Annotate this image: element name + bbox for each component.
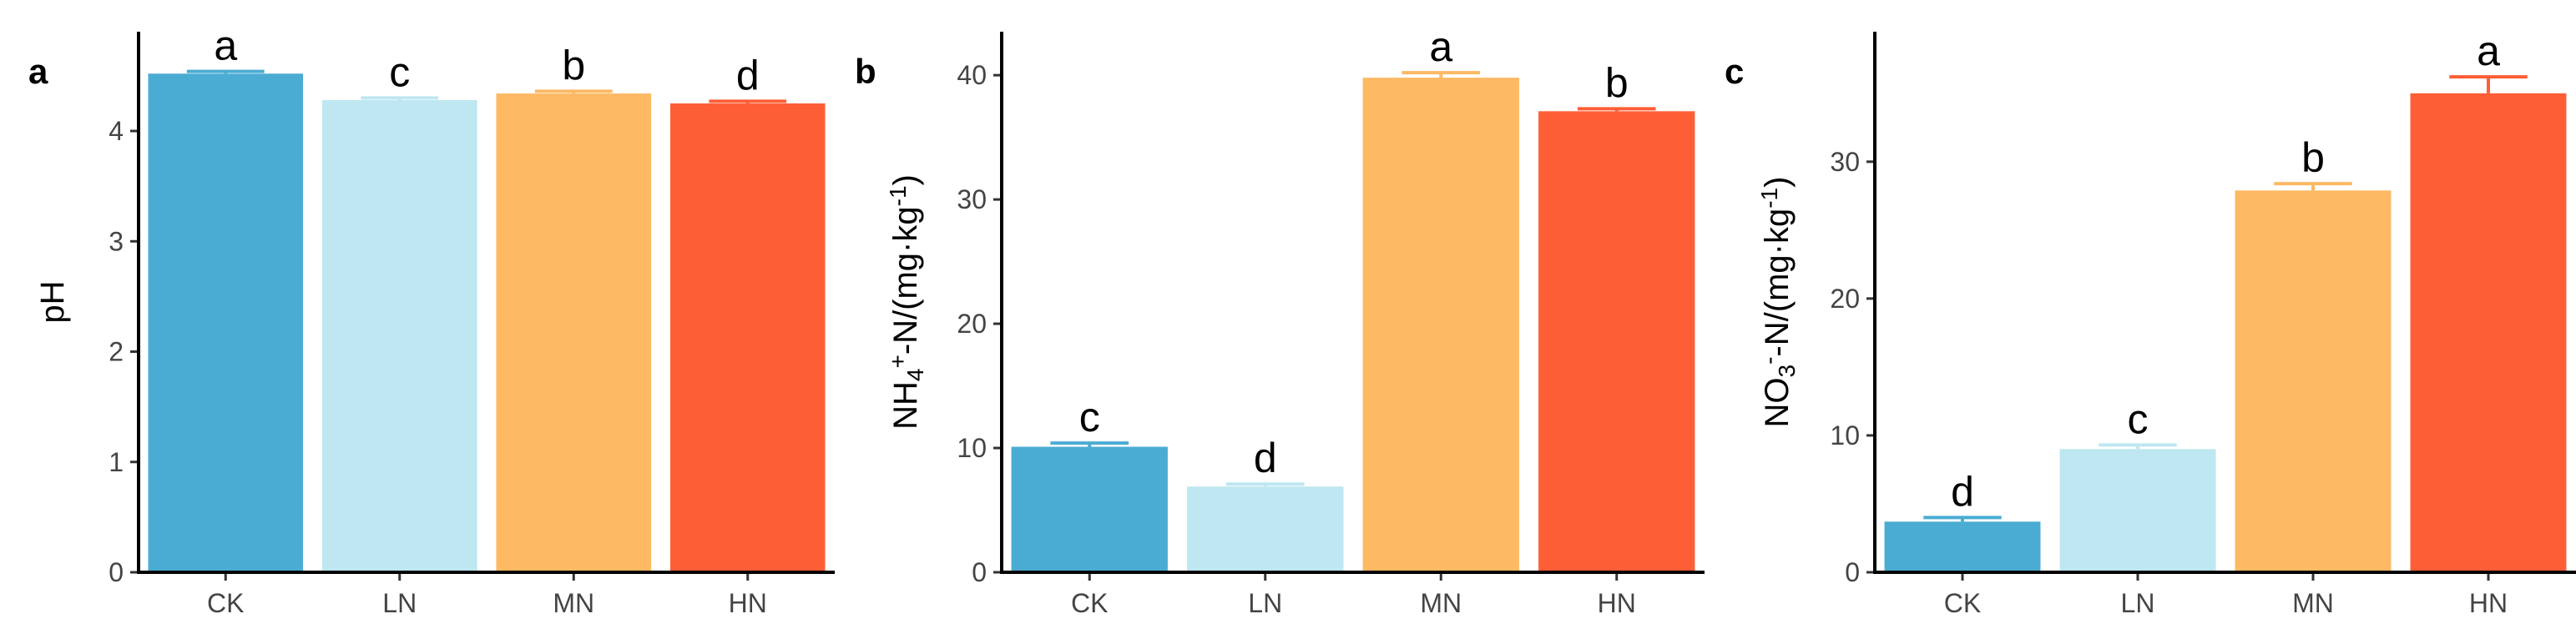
y-tick-label: 1	[109, 447, 124, 477]
x-tick-label-hn: HN	[729, 588, 767, 618]
y-axis-title: pH	[34, 280, 71, 323]
x-tick-label-mn: MN	[1420, 588, 1462, 618]
y-tick-label: 0	[972, 557, 987, 587]
x-tick-label-ln: LN	[2121, 588, 2155, 618]
x-tick-label-ln: LN	[1248, 588, 1282, 618]
chart-panel-b: c CK d LN a MN b HN 0 10 20 30 40 NH4+-N/(mg·kg-1) b	[855, 23, 1705, 618]
error-bar-hn	[709, 99, 787, 103]
error-bar-mn	[534, 89, 613, 94]
error-bar-ln	[361, 96, 439, 100]
error-bar-ck	[1923, 516, 2002, 522]
significance-label-hn: b	[1605, 59, 1629, 106]
bar-hn	[1538, 111, 1695, 572]
y-tick-label: 30	[1830, 147, 1860, 177]
x-tick-label-mn: MN	[2292, 588, 2334, 618]
chart-panel-a: a CK c LN b MN d HN 0 1 2 3 4 pH a	[28, 23, 835, 618]
significance-label-ck: c	[1079, 394, 1100, 440]
bar-hn	[2410, 93, 2567, 573]
y-axis-title: NH4+-N/(mg·kg-1)	[885, 174, 928, 430]
significance-label-hn: d	[736, 52, 760, 98]
significance-label-ln: c	[2128, 395, 2149, 442]
bar-ln	[321, 99, 477, 573]
y-tick-label: 10	[957, 433, 987, 463]
x-tick-label-ck: CK	[1071, 588, 1108, 618]
error-bar-ln	[1225, 482, 1305, 487]
chart-panel-c: d CK c LN b MN a HN 0 10 20 30 NO3--N/(mg·kg-1) c	[1725, 28, 2576, 618]
x-tick-label-ck: CK	[207, 588, 244, 618]
y-tick-label: 4	[109, 116, 124, 146]
y-tick-label: 2	[109, 337, 124, 367]
bar-mn	[2235, 190, 2392, 572]
bar-ck	[1011, 446, 1168, 572]
bar-ck	[1884, 521, 2041, 572]
error-bar-hn	[1577, 107, 1656, 112]
significance-label-mn: a	[1429, 23, 1452, 70]
y-axis-title: NO3--N/(mg·kg-1)	[1756, 177, 1800, 428]
significance-label-hn: a	[2477, 28, 2500, 74]
bar-hn	[669, 103, 826, 573]
significance-label-ck: a	[214, 23, 237, 69]
y-tick-label: 40	[957, 60, 987, 90]
x-tick-label-hn: HN	[1598, 588, 1636, 618]
bar-ln	[2059, 449, 2216, 572]
significance-label-ln: d	[1254, 435, 1277, 481]
error-bar-mn	[1402, 71, 1481, 78]
y-tick-label: 0	[109, 557, 124, 587]
y-tick-label: 20	[1830, 284, 1860, 314]
significance-label-mn: b	[562, 42, 585, 88]
bar-mn	[1362, 78, 1519, 572]
panel-label-a: a	[28, 52, 48, 91]
x-tick-label-hn: HN	[2469, 588, 2508, 618]
bar-ln	[1187, 486, 1344, 572]
x-tick-label-ln: LN	[382, 588, 417, 618]
error-bar-ck	[1050, 441, 1129, 447]
error-bar-ck	[186, 69, 265, 74]
significance-label-ln: c	[389, 48, 410, 95]
x-tick-label-mn: MN	[553, 588, 594, 618]
panel-label-b: b	[855, 52, 876, 91]
y-tick-label: 10	[1830, 420, 1860, 450]
significance-label-ck: d	[1951, 468, 1974, 515]
y-tick-label: 0	[1845, 557, 1860, 587]
panel-label-c: c	[1725, 52, 1744, 91]
bar-ck	[148, 73, 304, 573]
error-bar-hn	[2449, 75, 2528, 93]
error-bar-mn	[2274, 182, 2352, 191]
y-tick-label: 30	[957, 184, 987, 214]
x-tick-label-ck: CK	[1944, 588, 1981, 618]
error-bar-ln	[2099, 443, 2177, 450]
bar-mn	[496, 93, 652, 573]
y-tick-label: 20	[957, 309, 987, 339]
significance-label-mn: b	[2301, 134, 2325, 181]
y-tick-label: 3	[109, 226, 124, 256]
